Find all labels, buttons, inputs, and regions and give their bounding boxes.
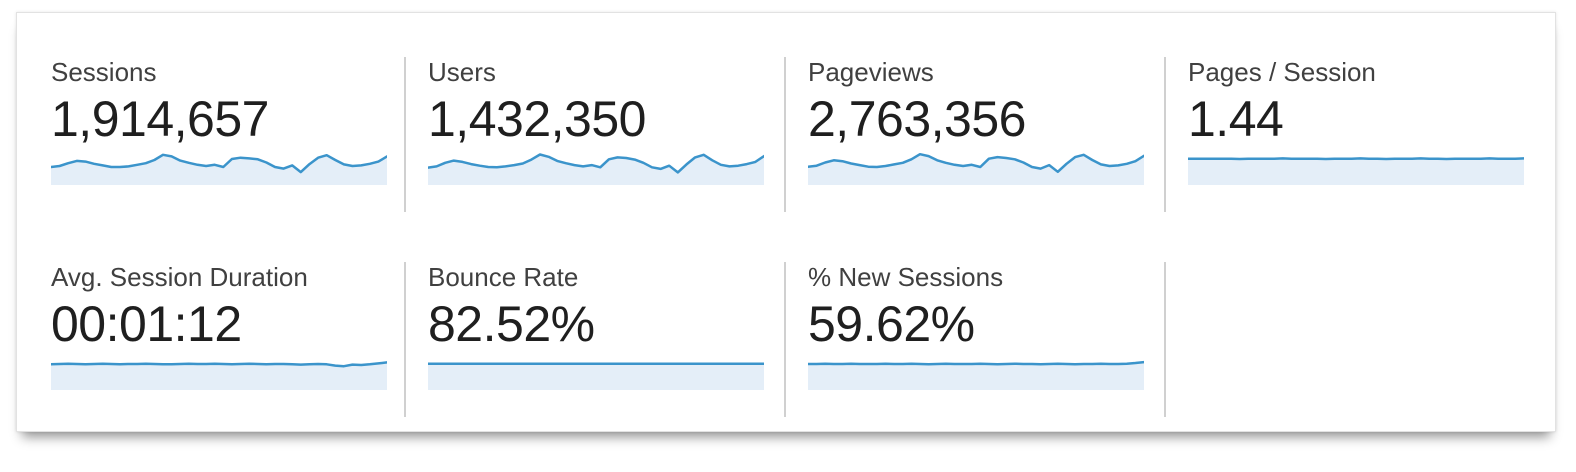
metric-value-pageviews: 2,763,356 [808, 91, 1026, 147]
metric-label-avg-session-duration: Avg. Session Duration [51, 262, 308, 292]
metric-label-users: Users [428, 57, 496, 87]
metric-label-pageviews: Pageviews [808, 57, 934, 87]
sparkline-users [428, 153, 764, 185]
metric-label-bounce-rate: Bounce Rate [428, 262, 579, 292]
metric-card-bounce-rate[interactable]: Bounce Rate 82.52% [406, 262, 786, 417]
metric-card-users[interactable]: Users 1,432,350 [406, 57, 786, 212]
metric-value-pages-per-session: 1.44 [1188, 91, 1284, 147]
metric-value-bounce-rate: 82.52% [428, 296, 595, 352]
metric-card-pages-per-session[interactable]: Pages / Session 1.44 [1166, 57, 1555, 212]
metric-label-sessions: Sessions [51, 57, 157, 87]
metric-card-avg-session-duration[interactable]: Avg. Session Duration 00:01:12 [17, 262, 406, 417]
metric-value-sessions: 1,914,657 [51, 91, 269, 147]
metric-value-avg-session-duration: 00:01:12 [51, 296, 242, 352]
metric-card-pageviews[interactable]: Pageviews 2,763,356 [786, 57, 1166, 212]
metric-value-new-sessions: 59.62% [808, 296, 975, 352]
metric-card-sessions[interactable]: Sessions 1,914,657 [17, 57, 406, 212]
metrics-summary-panel: Sessions 1,914,657 Users 1,432,350 Pagev… [16, 12, 1556, 432]
metrics-grid: Sessions 1,914,657 Users 1,432,350 Pagev… [17, 13, 1555, 417]
sparkline-pages-per-session [1188, 157, 1524, 185]
metric-label-new-sessions: % New Sessions [808, 262, 1004, 292]
metric-value-users: 1,432,350 [428, 91, 646, 147]
sparkline-bounce-rate [428, 362, 764, 390]
sparkline-avg-session-duration [51, 361, 387, 390]
metric-card-new-sessions[interactable]: % New Sessions 59.62% [786, 262, 1166, 417]
sparkline-new-sessions [808, 360, 1144, 390]
metric-label-pages-per-session: Pages / Session [1188, 57, 1376, 87]
sparkline-sessions [51, 153, 387, 185]
empty-grid-cell [1166, 262, 1555, 417]
sparkline-pageviews [808, 152, 1144, 185]
